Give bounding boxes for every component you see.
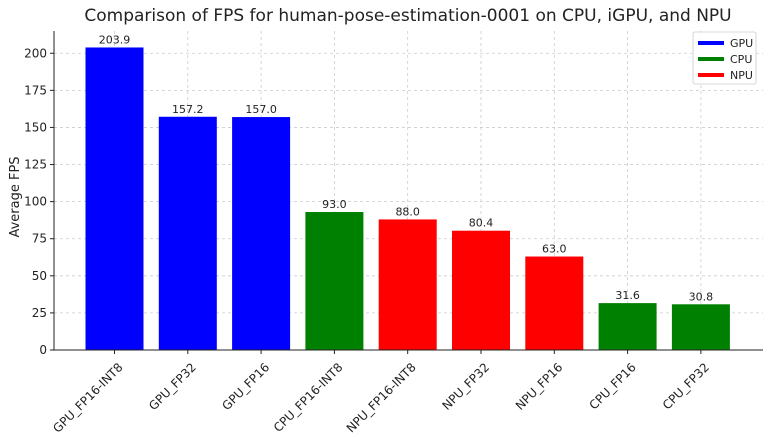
x-tick-label: CPU_FP32 <box>660 360 712 412</box>
x-tick-label: GPU_FP16-INT8 <box>50 360 125 435</box>
bar-cpu-fp16-int8 <box>305 212 364 350</box>
bar-gpu-fp16-int8 <box>85 47 144 351</box>
y-tick-label: 25 <box>32 306 47 320</box>
y-tick-label: 150 <box>24 120 47 134</box>
x-tick-label: NPU_FP16 <box>513 360 566 413</box>
x-tick-label: GPU_FP16 <box>219 360 272 413</box>
bar-value-label: 31.6 <box>615 289 640 302</box>
bar-cpu-fp32 <box>671 304 730 350</box>
bar-value-label: 63.0 <box>542 243 567 256</box>
x-tick-label: NPU_FP32 <box>440 360 493 413</box>
y-tick-label: 75 <box>32 232 47 246</box>
bar-cpu-fp16 <box>598 303 657 350</box>
bar-value-label: 30.8 <box>689 290 714 303</box>
bar-npu-fp16 <box>525 256 584 350</box>
legend-label-npu: NPU <box>730 69 753 82</box>
legend: GPU CPU NPU <box>692 31 757 85</box>
bar-value-label: 203.9 <box>99 33 131 46</box>
legend-label-gpu: GPU <box>730 37 753 50</box>
bar-value-label: 80.4 <box>469 217 494 230</box>
bar-gpu-fp16 <box>232 117 291 350</box>
y-tick-label: 0 <box>39 343 47 357</box>
bar-value-label: 88.0 <box>395 205 420 218</box>
bar-npu-fp32 <box>452 230 510 350</box>
y-tick-label: 50 <box>32 269 47 283</box>
y-tick-label: 175 <box>24 83 47 97</box>
bar-value-label: 157.2 <box>172 103 204 116</box>
x-tick-label: CPU_FP16 <box>587 360 639 412</box>
bar-gpu-fp32 <box>158 116 217 351</box>
y-tick-label: 125 <box>24 158 47 172</box>
bar-value-label: 157.0 <box>245 103 277 116</box>
chart-title: Comparison of FPS for human-pose-estimat… <box>84 6 731 26</box>
x-tick-label: NPU_FP16-INT8 <box>344 360 419 435</box>
bar-value-label: 93.0 <box>322 198 347 211</box>
bars-layer: 203.9 157.2 157.0 93.0 88.0 80.4 63.0 31.6 30.8 <box>85 33 730 351</box>
y-tick-label: 100 <box>24 195 47 209</box>
y-tick-label: 200 <box>24 46 47 60</box>
x-tick-label: GPU_FP32 <box>146 360 199 413</box>
x-tick-label: CPU_FP16-INT8 <box>271 360 346 435</box>
bar-npu-fp16-int8 <box>378 219 437 350</box>
y-axis-label: Average FPS <box>8 156 23 237</box>
legend-label-cpu: CPU <box>730 53 752 66</box>
